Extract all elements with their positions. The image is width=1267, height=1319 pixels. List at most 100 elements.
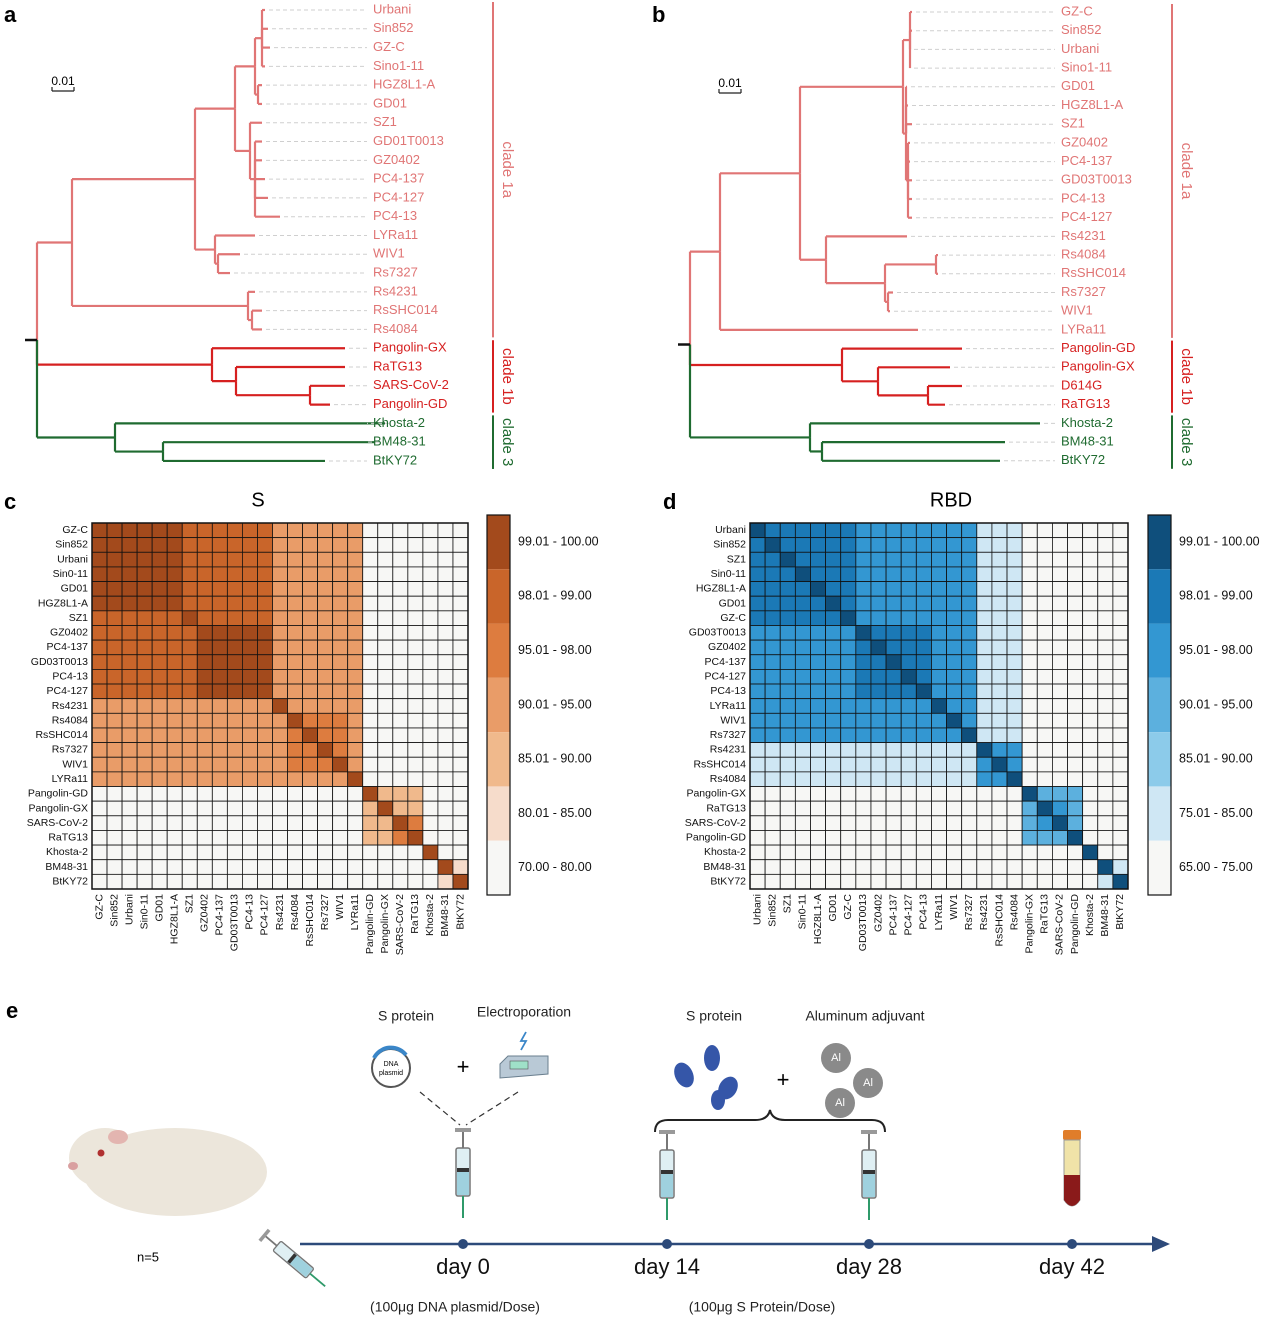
- heatmap-cell: [810, 639, 826, 656]
- heatmap-cell: [764, 742, 781, 758]
- heatmap-cell: [779, 698, 796, 714]
- leaf-label: D614G: [1061, 377, 1102, 392]
- heatmap-cell: [779, 683, 796, 700]
- heatmap-cell: [151, 683, 168, 700]
- heatmap-cell: [151, 742, 168, 758]
- heatmap-cell: [931, 756, 947, 773]
- scale-label: 0.01: [718, 76, 742, 90]
- heatmap-cell: [392, 683, 409, 700]
- al-label: Al: [835, 1097, 845, 1109]
- heatmap-cell: [1052, 639, 1068, 656]
- panel-letter: d: [663, 489, 676, 514]
- heatmap-cell: [915, 566, 932, 582]
- heatmap-cell: [106, 522, 123, 539]
- column-label: Sin852: [766, 894, 778, 927]
- row-label: Pangolin-GX: [686, 788, 746, 800]
- brace: [654, 1109, 886, 1133]
- heatmap-cell: [1052, 595, 1068, 612]
- heatmap-cell: [317, 654, 334, 670]
- heatmap-cell: [392, 698, 409, 714]
- heatmap-cell: [121, 595, 138, 612]
- heatmap-cell: [151, 844, 168, 861]
- heatmap-cell: [961, 873, 978, 890]
- heatmap-cell: [1006, 639, 1023, 656]
- heatmap-cell: [870, 654, 887, 670]
- heatmap-cell: [166, 551, 183, 568]
- heatmap-cell: [825, 800, 842, 817]
- heatmap-cell: [1006, 742, 1023, 758]
- heatmap-cell: [855, 625, 872, 641]
- heatmap-cell: [855, 815, 872, 831]
- heatmap-cell: [136, 712, 153, 729]
- heatmap-cell: [1097, 756, 1114, 773]
- heatmap-border: [91, 522, 469, 890]
- leaf-label: Sino1-11: [373, 58, 424, 73]
- heatmap-cell: [272, 522, 288, 539]
- legend-swatch: [1148, 677, 1171, 733]
- step-label: S protein: [686, 1008, 742, 1024]
- column-label: SARS-CoV-2: [1054, 894, 1066, 955]
- heatmap-cell: [377, 625, 394, 641]
- heatmap-cell: [885, 844, 902, 861]
- heatmap-cell: [900, 844, 917, 861]
- heatmap-cell: [946, 830, 963, 846]
- heatmap-cell: [392, 551, 409, 568]
- heatmap-cell: [121, 859, 138, 875]
- heatmap-cell: [946, 669, 963, 685]
- heatmap-cell: [257, 654, 273, 670]
- heatmap-cell: [1097, 654, 1114, 670]
- heatmap-cell: [885, 756, 902, 773]
- heatmap-cell: [392, 712, 409, 729]
- heatmap-cell: [1021, 742, 1038, 758]
- heatmap-cell: [1112, 537, 1129, 553]
- heatmap-cell: [764, 669, 781, 685]
- heatmap-cell: [437, 844, 454, 861]
- heatmap-cell: [166, 742, 183, 758]
- column-label: HGZ8L1-A: [169, 894, 181, 944]
- heatmap-cell: [749, 742, 766, 758]
- heatmap-cell: [976, 844, 993, 861]
- heatmap-cell: [991, 683, 1008, 700]
- heatmap-cell: [961, 859, 978, 875]
- heatmap-cell: [1067, 712, 1084, 729]
- heatmap-cell: [181, 800, 198, 817]
- leaf-label: HGZ8L1-A: [373, 77, 435, 92]
- heatmap-cell: [151, 800, 168, 817]
- heatmap-cell: [257, 800, 273, 817]
- heatmap-cell: [166, 771, 183, 787]
- heatmap-cell: [332, 537, 349, 553]
- syringe: [454, 1127, 472, 1219]
- heatmap-cell: [272, 669, 288, 685]
- heatmap-cell: [794, 830, 811, 846]
- legend-label: 80.01 - 85.00: [518, 806, 592, 820]
- heatmap-cell: [166, 639, 183, 656]
- heatmap-cell: [166, 800, 183, 817]
- leaf-label: PC4-13: [373, 208, 417, 223]
- heatmap-cell: [976, 537, 993, 553]
- heatmap-cell: [794, 756, 811, 773]
- column-label: PC4-127: [259, 894, 271, 936]
- heatmap-cell: [437, 669, 454, 685]
- heatmap-cell: [452, 859, 469, 875]
- heatmap-cell: [976, 771, 993, 787]
- heatmap-cell: [1097, 610, 1114, 626]
- heatmap-cell: [121, 522, 138, 539]
- heatmap-cell: [1067, 742, 1084, 758]
- heatmap-cell: [272, 610, 288, 626]
- leaf-label: SZ1: [373, 114, 397, 129]
- heatmap-cell: [1067, 537, 1084, 553]
- day-label: day 28: [836, 1254, 902, 1279]
- heatmap-cell: [302, 537, 318, 553]
- heatmap-cell: [136, 669, 153, 685]
- heatmap-cell: [976, 625, 993, 641]
- heatmap-cell: [106, 654, 123, 670]
- heatmap-cell: [1036, 830, 1053, 846]
- heatmap-cell: [106, 551, 123, 568]
- heatmap-cell: [900, 595, 917, 612]
- heatmap-cell: [196, 654, 213, 670]
- heatmap-cell: [181, 844, 198, 861]
- heatmap-cell: [976, 742, 993, 758]
- heatmap-cell: [931, 551, 947, 568]
- heatmap-cell: [991, 669, 1008, 685]
- heatmap-cell: [1112, 654, 1129, 670]
